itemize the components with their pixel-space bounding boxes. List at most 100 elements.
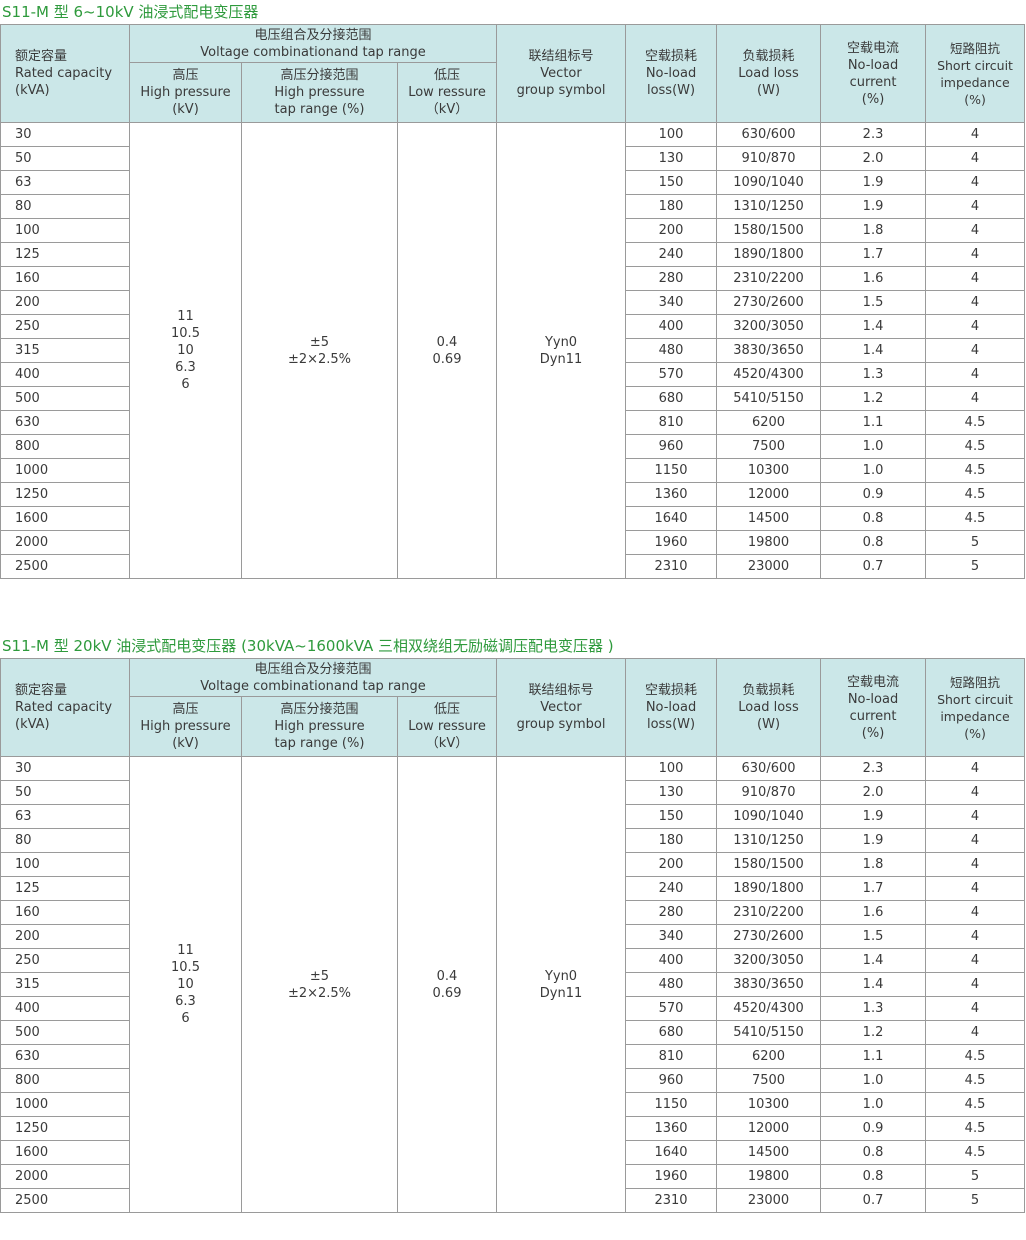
cell-imp: 4.5 [925, 1068, 1026, 1093]
text-line: Rated capacity [15, 700, 113, 715]
cell-nlc: 1.5 [820, 290, 927, 315]
cell-imp: 4 [925, 314, 1026, 339]
cell-nlc: 1.0 [820, 434, 927, 459]
table-row: 315 480 3830/3650 1.4 4 [0, 972, 1026, 997]
text-line: 联结组标号 [528, 49, 594, 64]
cell-cap: 250 [0, 314, 130, 339]
header-load-loss: 负载损耗 Load loss (W) [716, 658, 822, 757]
table-row: 200 340 2730/2600 1.5 4 [0, 924, 1026, 949]
header-load-loss: 负载损耗 Load loss (W) [716, 24, 822, 123]
header-voltage-group: 电压组合及分接范围 Voltage combinationand tap rang… [128, 658, 498, 697]
header-vector-group: 联结组标号 Vector group symbol [496, 658, 627, 757]
table-row: 2000 1960 19800 0.8 5 [0, 530, 1026, 555]
spec-table-holder: 额定容量 Rated capacity (kVA) 电压组合及分接范围 Voltage… [0, 658, 1026, 1213]
header-high-voltage: 高压 High pressure (kV) [129, 62, 242, 123]
cell-ll: 19800 [716, 530, 822, 555]
text-line: 0.4 [436, 334, 458, 350]
cell-imp: 5 [925, 554, 1026, 579]
cell-nlc: 0.8 [820, 530, 927, 555]
text-line: 高压 [172, 68, 199, 83]
text-line: (kV) [172, 102, 199, 117]
cell-cap: 50 [0, 780, 130, 805]
cell-imp: 4 [925, 362, 1026, 387]
merged-tap-range: ±5 ±2×2.5% [241, 756, 398, 1213]
text-line: 6.3 [175, 360, 196, 375]
text-line: （kV） [425, 102, 469, 117]
cell-cap: 800 [0, 1068, 130, 1093]
header-low-voltage: 低压 Low ressure （kV） [396, 696, 498, 757]
text-line: No-load [847, 691, 899, 707]
cell-nlc: 1.4 [820, 948, 927, 973]
cell-imp: 4 [925, 194, 1026, 219]
cell-nll: 180 [625, 194, 718, 219]
text-line: 10 [177, 343, 194, 358]
cell-ll: 10300 [716, 1092, 822, 1117]
text-line: (%) [861, 725, 885, 741]
cell-nll: 200 [625, 852, 718, 877]
cell-nlc: 1.0 [820, 458, 927, 483]
cell-cap: 315 [0, 972, 130, 997]
text-line: 短路阻抗 [950, 40, 1001, 56]
header-low-voltage: 低压 Low ressure （kV） [396, 62, 498, 123]
cell-nlc: 1.9 [820, 828, 927, 853]
cell-imp: 4 [925, 900, 1026, 925]
cell-cap: 63 [0, 804, 130, 829]
cell-nll: 280 [625, 900, 718, 925]
cell-nlc: 1.6 [820, 266, 927, 291]
cell-nll: 810 [625, 1044, 718, 1069]
text-line: 空载损耗 [645, 49, 698, 64]
text-line: ±2×2.5% [287, 351, 352, 367]
text-line: 空载损耗 [645, 683, 698, 698]
cell-ll: 3200/3050 [716, 314, 822, 339]
cell-ll: 1890/1800 [716, 242, 822, 267]
text-line: current [849, 708, 897, 724]
cell-nll: 240 [625, 876, 718, 901]
cell-nll: 570 [625, 996, 718, 1021]
table-row: 1250 1360 12000 0.9 4.5 [0, 482, 1026, 507]
cell-ll: 2730/2600 [716, 924, 822, 949]
cell-nll: 150 [625, 804, 718, 829]
cell-imp: 4 [925, 804, 1026, 829]
cell-ll: 1580/1500 [716, 852, 822, 877]
cell-imp: 4 [925, 780, 1026, 805]
cell-cap: 200 [0, 924, 130, 949]
cell-nlc: 2.0 [820, 146, 927, 171]
cell-ll: 14500 [716, 506, 822, 531]
text-line: 6.3 [175, 994, 196, 1009]
table-row: 30 11 10.5 10 6.3 6 ±5 ±2×2.5% 0.4 0.69 Yyn0 Dyn11 1… [0, 756, 1026, 1213]
section-title: S11-M 型 6~10kV 油浸式配电变压器 [2, 3, 259, 21]
cell-ll: 19800 [716, 1164, 822, 1189]
text-line: tap range (%) [274, 102, 365, 117]
text-line: ±2×2.5% [287, 985, 352, 1001]
table-row: 250 400 3200/3050 1.4 4 [0, 948, 1026, 973]
text-line: High pressure [140, 85, 231, 100]
cell-nll: 680 [625, 1020, 718, 1045]
cell-imp: 4.5 [925, 506, 1026, 531]
merged-low-voltage: 0.4 0.69 [396, 756, 498, 1213]
cell-cap: 63 [0, 170, 130, 195]
text-line: Load loss [738, 66, 799, 81]
cell-cap: 125 [0, 876, 130, 901]
table-row: 50 130 910/870 2.0 4 [0, 146, 1026, 171]
text-line: ±5 [309, 968, 330, 984]
cell-nlc: 1.9 [820, 194, 927, 219]
text-line: 电压组合及分接范围 [254, 27, 372, 43]
cell-imp: 4.5 [925, 410, 1026, 435]
cell-nll: 130 [625, 780, 718, 805]
cell-cap: 1000 [0, 1092, 130, 1117]
text-line: (%) [964, 725, 986, 741]
text-line: High pressure [274, 719, 365, 734]
header-no-load-loss: 空载损耗 No-load loss(W) [625, 24, 718, 123]
cell-ll: 2310/2200 [716, 266, 822, 291]
cell-imp: 4.5 [925, 434, 1026, 459]
table-row: 50 130 910/870 2.0 4 [0, 780, 1026, 805]
text-line: group symbol [516, 83, 606, 98]
text-line: 额定容量 [15, 683, 68, 698]
cell-nll: 480 [625, 972, 718, 997]
cell-nlc: 1.2 [820, 386, 927, 411]
cell-nlc: 2.0 [820, 780, 927, 805]
cell-nll: 1960 [625, 530, 718, 555]
cell-imp: 4.5 [925, 1140, 1026, 1165]
text-line: 0.69 [432, 351, 462, 367]
cell-ll: 1090/1040 [716, 170, 822, 195]
